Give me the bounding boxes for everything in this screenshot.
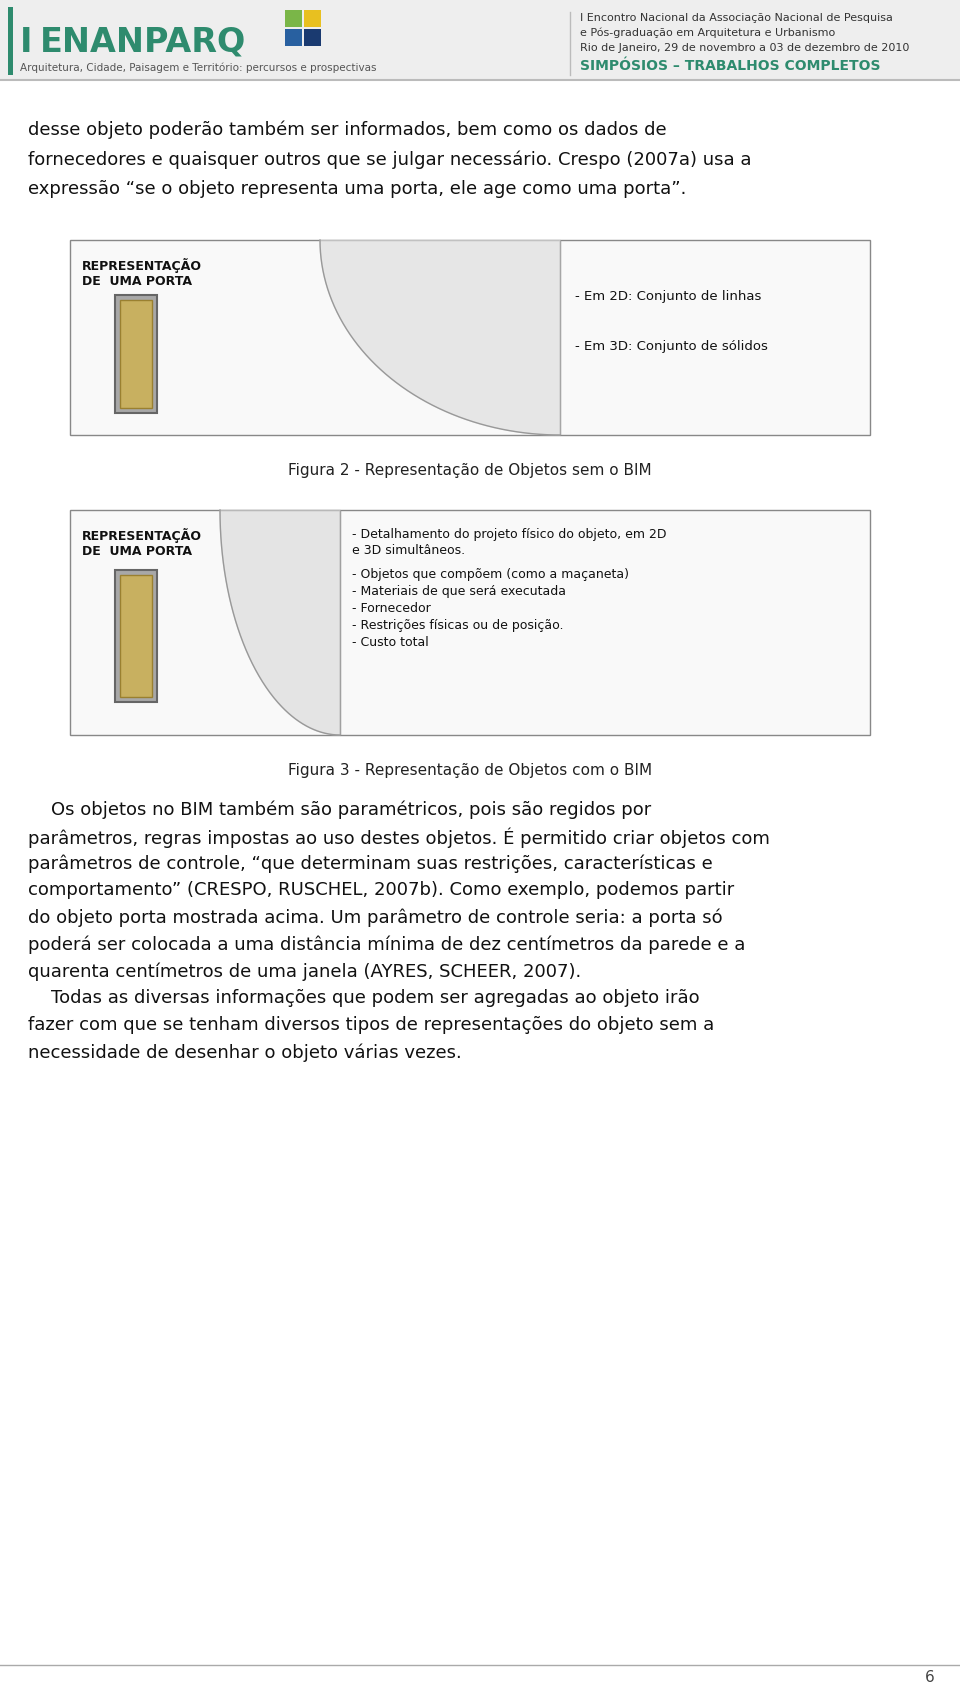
Text: I Encontro Nacional da Associação Nacional de Pesquisa: I Encontro Nacional da Associação Nacion… — [580, 13, 893, 24]
FancyBboxPatch shape — [115, 295, 157, 413]
FancyBboxPatch shape — [340, 509, 870, 736]
Text: parâmetros de controle, “que determinam suas restrições, características e: parâmetros de controle, “que determinam … — [28, 854, 712, 872]
FancyBboxPatch shape — [285, 10, 302, 27]
Text: parâmetros, regras impostas ao uso destes objetos. É permitido criar objetos com: parâmetros, regras impostas ao uso deste… — [28, 827, 770, 847]
Polygon shape — [320, 240, 560, 435]
Text: - Custo total: - Custo total — [352, 636, 429, 649]
Text: - Detalhamento do projeto físico do objeto, em 2D: - Detalhamento do projeto físico do obje… — [352, 528, 666, 542]
Text: e Pós-graduação em Arquitetura e Urbanismo: e Pós-graduação em Arquitetura e Urbanis… — [580, 27, 835, 39]
FancyBboxPatch shape — [120, 300, 152, 408]
FancyBboxPatch shape — [304, 10, 321, 27]
Text: DE  UMA PORTA: DE UMA PORTA — [82, 275, 192, 288]
Polygon shape — [220, 509, 340, 736]
Text: - Objetos que compõem (como a maçaneta): - Objetos que compõem (como a maçaneta) — [352, 569, 629, 580]
Text: poderá ser colocada a uma distância mínima de dez centímetros da parede e a: poderá ser colocada a uma distância míni… — [28, 935, 745, 953]
Text: - Fornecedor: - Fornecedor — [352, 602, 431, 616]
Text: I: I — [20, 25, 33, 59]
FancyBboxPatch shape — [0, 0, 960, 79]
Text: expressão “se o objeto representa uma porta, ele age como uma porta”.: expressão “se o objeto representa uma po… — [28, 181, 686, 197]
FancyBboxPatch shape — [115, 570, 157, 702]
FancyBboxPatch shape — [8, 7, 13, 74]
Text: fornecedores e quaisquer outros que se julgar necessário. Crespo (2007a) usa a: fornecedores e quaisquer outros que se j… — [28, 150, 752, 169]
Text: quarenta centímetros de uma janela (AYRES, SCHEER, 2007).: quarenta centímetros de uma janela (AYRE… — [28, 962, 581, 980]
Text: ENANPARQ: ENANPARQ — [40, 25, 247, 59]
Text: comportamento” (CRESPO, RUSCHEL, 2007b). Como exemplo, podemos partir: comportamento” (CRESPO, RUSCHEL, 2007b).… — [28, 881, 734, 899]
Text: SIMPÓSIOS – TRABALHOS COMPLETOS: SIMPÓSIOS – TRABALHOS COMPLETOS — [580, 59, 880, 73]
Text: DE  UMA PORTA: DE UMA PORTA — [82, 545, 192, 558]
Text: Figura 3 - Representação de Objetos com o BIM: Figura 3 - Representação de Objetos com … — [288, 763, 652, 778]
FancyBboxPatch shape — [70, 240, 560, 435]
Text: Figura 2 - Representação de Objetos sem o BIM: Figura 2 - Representação de Objetos sem … — [288, 462, 652, 477]
Text: Rio de Janeiro, 29 de novembro a 03 de dezembro de 2010: Rio de Janeiro, 29 de novembro a 03 de d… — [580, 42, 909, 52]
Text: desse objeto poderão também ser informados, bem como os dados de: desse objeto poderão também ser informad… — [28, 120, 666, 138]
FancyBboxPatch shape — [285, 29, 302, 46]
Text: 6: 6 — [925, 1670, 935, 1685]
FancyBboxPatch shape — [70, 509, 340, 736]
Text: necessidade de desenhar o objeto várias vezes.: necessidade de desenhar o objeto várias … — [28, 1043, 462, 1061]
Text: - Materiais de que será executada: - Materiais de que será executada — [352, 585, 566, 597]
Text: do objeto porta mostrada acima. Um parâmetro de controle seria: a porta só: do objeto porta mostrada acima. Um parâm… — [28, 908, 723, 926]
FancyBboxPatch shape — [304, 29, 321, 46]
Text: - Restrições físicas ou de posição.: - Restrições físicas ou de posição. — [352, 619, 564, 633]
FancyBboxPatch shape — [120, 575, 152, 697]
Text: - Em 2D: Conjunto de linhas: - Em 2D: Conjunto de linhas — [575, 290, 761, 304]
Text: Os objetos no BIM também são paramétricos, pois são regidos por: Os objetos no BIM também são paramétrico… — [28, 800, 651, 818]
Text: REPRESENTAÇÃO: REPRESENTAÇÃO — [82, 528, 202, 543]
Text: - Em 3D: Conjunto de sólidos: - Em 3D: Conjunto de sólidos — [575, 341, 768, 353]
FancyBboxPatch shape — [560, 240, 870, 435]
Text: REPRESENTAÇÃO: REPRESENTAÇÃO — [82, 258, 202, 273]
Text: fazer com que se tenham diversos tipos de representações do objeto sem a: fazer com que se tenham diversos tipos d… — [28, 1016, 714, 1034]
Text: Arquitetura, Cidade, Paisagem e Território: percursos e prospectivas: Arquitetura, Cidade, Paisagem e Territór… — [20, 62, 376, 73]
Text: Todas as diversas informações que podem ser agregadas ao objeto irão: Todas as diversas informações que podem … — [28, 989, 700, 1007]
Text: e 3D simultâneos.: e 3D simultâneos. — [352, 543, 466, 557]
